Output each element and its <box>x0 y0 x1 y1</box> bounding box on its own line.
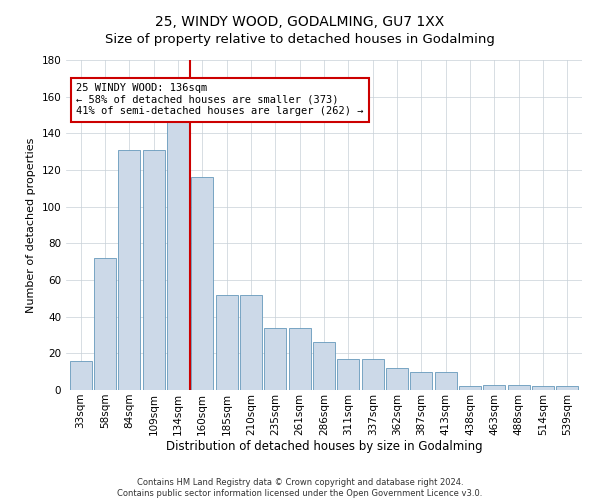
Bar <box>70 360 92 390</box>
Text: 25 WINDY WOOD: 136sqm
← 58% of detached houses are smaller (373)
41% of semi-det: 25 WINDY WOOD: 136sqm ← 58% of detached … <box>76 83 364 116</box>
Bar <box>362 359 383 390</box>
Bar <box>118 150 140 390</box>
Bar <box>337 359 359 390</box>
Bar <box>191 178 213 390</box>
Bar <box>94 258 116 390</box>
Bar <box>215 294 238 390</box>
Text: Contains HM Land Registry data © Crown copyright and database right 2024.
Contai: Contains HM Land Registry data © Crown c… <box>118 478 482 498</box>
Bar <box>484 384 505 390</box>
Bar <box>265 328 286 390</box>
Bar <box>435 372 457 390</box>
Y-axis label: Number of detached properties: Number of detached properties <box>26 138 36 312</box>
Bar <box>410 372 433 390</box>
Text: Size of property relative to detached houses in Godalming: Size of property relative to detached ho… <box>105 32 495 46</box>
Bar <box>459 386 481 390</box>
Bar <box>167 118 189 390</box>
Bar <box>508 384 530 390</box>
Bar <box>289 328 311 390</box>
Bar <box>386 368 408 390</box>
Bar <box>143 150 164 390</box>
Bar <box>556 386 578 390</box>
Bar <box>313 342 335 390</box>
Bar <box>532 386 554 390</box>
Bar <box>240 294 262 390</box>
Text: 25, WINDY WOOD, GODALMING, GU7 1XX: 25, WINDY WOOD, GODALMING, GU7 1XX <box>155 15 445 29</box>
X-axis label: Distribution of detached houses by size in Godalming: Distribution of detached houses by size … <box>166 440 482 454</box>
